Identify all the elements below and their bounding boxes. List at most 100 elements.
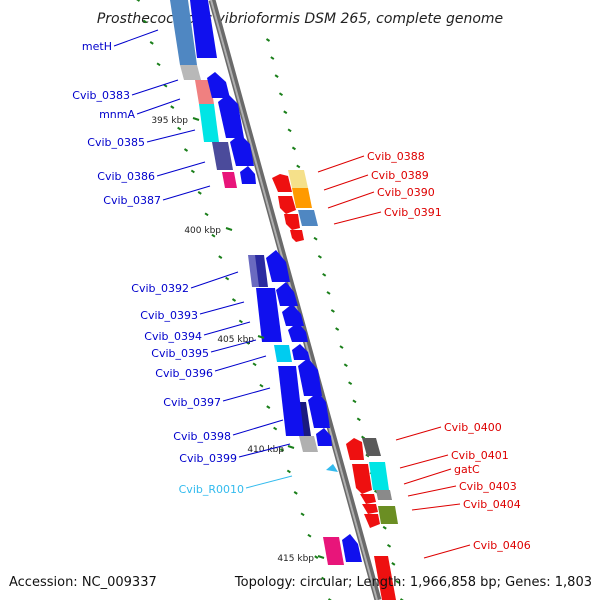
gene-label[interactable]: Cvib_0396 — [155, 367, 213, 380]
leader-line — [203, 321, 251, 336]
gene-arrow-forward — [288, 322, 308, 342]
gene-arrow-forward — [240, 166, 256, 184]
gene-label[interactable]: Cvib_0389 — [371, 169, 429, 182]
feature-block — [298, 210, 318, 226]
guide-dot — [348, 381, 353, 386]
leader-line — [232, 419, 284, 436]
guide-dot — [163, 83, 168, 88]
guide-dot — [190, 169, 195, 174]
guide-dot — [313, 236, 318, 241]
gene-label[interactable]: Cvib_0406 — [473, 539, 531, 552]
leader-line — [395, 426, 442, 441]
guide-dot — [142, 19, 147, 24]
tick-mark — [317, 555, 325, 559]
gene-arrow-reverse — [346, 438, 364, 460]
guide-dot — [177, 126, 182, 131]
guide-dot — [149, 41, 154, 45]
gene-arrow-forward — [266, 250, 290, 282]
feature-block — [212, 142, 233, 170]
leader-line — [407, 485, 457, 497]
leader-line — [333, 211, 382, 225]
guide-dot — [287, 128, 292, 133]
leader-line — [210, 339, 257, 353]
rna-arrow — [326, 464, 338, 472]
leader-line — [214, 355, 267, 372]
guide-dot — [183, 148, 189, 152]
guide-dot — [395, 580, 400, 584]
gene-label[interactable]: Cvib_0391 — [384, 206, 442, 219]
feature-block — [299, 436, 318, 452]
gene-label[interactable]: Cvib_0404 — [463, 498, 521, 511]
map-title: Prosthecochloris vibrioformis DSM 265, c… — [97, 11, 503, 27]
gene-label[interactable]: Cvib_0401 — [451, 449, 509, 462]
guide-dot — [279, 448, 285, 452]
guide-dot — [266, 405, 271, 409]
tick-mark — [192, 117, 200, 121]
guide-dot — [170, 105, 175, 109]
gene-arrow-forward — [292, 344, 310, 360]
guide-dot — [300, 512, 305, 517]
gene-label[interactable]: Cvib_0390 — [377, 186, 435, 199]
feature-block — [288, 170, 308, 188]
leader-line — [317, 155, 365, 173]
guide-dot — [391, 562, 396, 566]
gene-label[interactable]: Cvib_0385 — [87, 136, 145, 149]
gene-arrow-forward — [282, 304, 304, 326]
accession-text: Accession: NC_009337 — [9, 575, 157, 590]
leader-line — [156, 161, 206, 177]
gene-label[interactable]: Cvib_0398 — [173, 430, 231, 443]
guide-dot — [296, 164, 301, 169]
gene-arrow-forward — [316, 428, 332, 446]
feature-block — [378, 506, 398, 524]
gene-label[interactable]: Cvib_0383 — [72, 89, 130, 102]
gene-arrow-forward — [298, 358, 322, 396]
guide-dot — [335, 327, 340, 331]
gene-arrow-forward — [278, 366, 304, 436]
tick-label: 405 kbp — [217, 335, 254, 345]
gene-label[interactable]: Cvib_0386 — [97, 170, 155, 183]
guide-dot — [274, 74, 279, 78]
guide-dot — [386, 543, 392, 548]
gene-label[interactable]: Cvib_0400 — [444, 421, 502, 434]
leader-line — [146, 129, 196, 143]
gene-label[interactable]: Cvib_0392 — [131, 282, 189, 295]
leader-line — [190, 271, 239, 289]
guide-dot — [293, 491, 298, 495]
leader-line — [162, 185, 211, 201]
gene-label[interactable]: Cvib_0397 — [163, 396, 221, 409]
gene-label[interactable]: gatC — [454, 463, 480, 476]
gene-arrow-forward — [308, 392, 330, 428]
gene-arrow-forward — [207, 72, 230, 98]
gene-arrow-forward — [190, 0, 217, 58]
gene-arrow-forward — [256, 288, 282, 342]
guide-dot — [382, 525, 387, 530]
leader-line — [411, 503, 461, 511]
leader-line — [131, 79, 179, 96]
guide-dot — [286, 469, 291, 474]
gene-label[interactable]: Cvib_0388 — [367, 150, 425, 163]
gene-label[interactable]: metH — [82, 40, 112, 53]
gene-label[interactable]: Cvib_0399 — [179, 452, 237, 465]
guide-dot — [265, 38, 271, 42]
reverse-gene-labels: Cvib_0388 Cvib_0389 Cvib_0390 Cvib_0391 … — [317, 150, 531, 559]
guide-dot — [273, 426, 278, 431]
gene-label[interactable]: Cvib_0387 — [103, 194, 161, 207]
gene-label[interactable]: Cvib_0395 — [151, 347, 209, 360]
guide-dot — [326, 291, 331, 295]
leader-line — [245, 475, 293, 489]
gene-arrow-forward — [276, 282, 298, 306]
gene-arrow-reverse — [272, 174, 292, 192]
gene-arrow-reverse — [352, 464, 372, 494]
gene-label[interactable]: Cvib_0403 — [459, 480, 517, 493]
guide-dot — [252, 362, 257, 367]
gene-arrow-forward — [218, 94, 244, 138]
guide-dot — [231, 298, 237, 302]
gene-label[interactable]: Cvib_0394 — [144, 330, 202, 343]
rna-label[interactable]: Cvib_R0010 — [179, 483, 244, 496]
gene-label[interactable]: mnmA — [99, 108, 135, 121]
feature-block — [323, 537, 344, 565]
gene-label[interactable]: Cvib_0393 — [140, 309, 198, 322]
guide-dot — [291, 146, 296, 151]
feature-block — [180, 65, 201, 80]
